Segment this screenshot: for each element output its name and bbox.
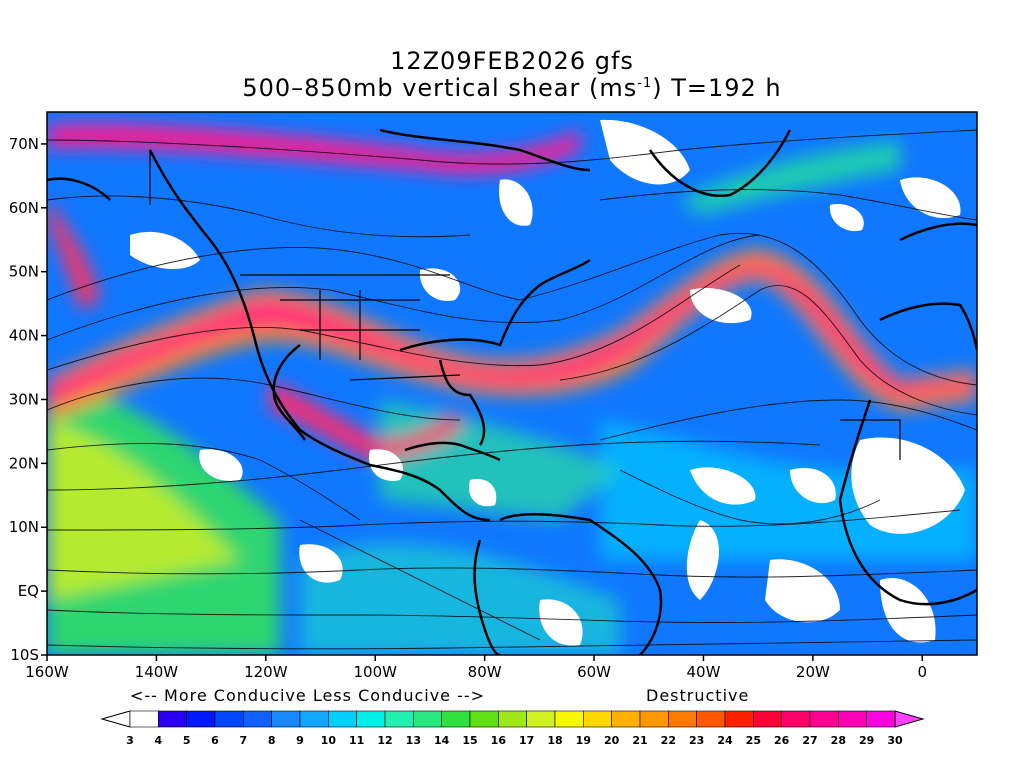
- colorbar-cell: [696, 710, 726, 728]
- colorbar-cell: [271, 710, 301, 728]
- colorbar-cell: [328, 710, 357, 728]
- lat-label: 70N: [9, 135, 39, 153]
- lat-label: EQ: [18, 582, 39, 600]
- colorbar-label: 10: [321, 734, 337, 747]
- lat-label: 10N: [9, 518, 39, 536]
- colorbar-cell: [469, 710, 499, 728]
- latitude-labels: 70N 60N 50N 40N 30N 20N 10N EQ 10S: [9, 135, 39, 664]
- subtitle-unit-exponent: -1: [637, 76, 653, 91]
- colorbar-label: 3: [126, 734, 134, 747]
- lat-label: 10S: [10, 646, 39, 664]
- lon-label: 140W: [135, 663, 179, 681]
- lon-label: 40W: [687, 663, 721, 681]
- low-shear-patches: [130, 119, 965, 646]
- colorbar-label: 24: [717, 734, 733, 747]
- lon-label: 120W: [244, 663, 288, 681]
- colorbar-cell: [554, 710, 584, 728]
- streamlines: [47, 129, 977, 650]
- colorbar-label: 28: [831, 734, 846, 747]
- colorbar-label: 26: [774, 734, 790, 747]
- colorbar-cell: [384, 710, 414, 728]
- colorbar-label: 5: [183, 734, 191, 747]
- colorbar-cells: [100, 710, 925, 728]
- shear-field: [47, 112, 977, 655]
- colorbar-label: 19: [576, 734, 591, 747]
- colorbar-label: 17: [519, 734, 534, 747]
- caption-conducive: <-- More Conducive Less Conducive -->: [130, 686, 486, 705]
- colorbar-cell: [526, 710, 556, 728]
- colorbar-arrow-low: [100, 710, 131, 728]
- colorbar-cell: [639, 710, 669, 728]
- colorbar-label: 15: [462, 734, 477, 747]
- caption-destructive: Destructive: [646, 686, 750, 705]
- colorbar-label: 13: [406, 734, 421, 747]
- colorbar-label: 7: [240, 734, 248, 747]
- colorbar-labels: 3 4 5 6 7 8 9 10 11 12 13 14 15 16 17 18 19 20 21 22 23 24 25 2…: [126, 734, 903, 747]
- colorbar-label: 30: [887, 734, 903, 747]
- coastlines: [47, 128, 977, 655]
- colorbar-cell: [186, 710, 216, 728]
- map-subtitle: 500–850mb vertical shear (ms-1) T=192 h: [0, 74, 1024, 102]
- colorbar-label: 21: [632, 734, 647, 747]
- subtitle-prefix: 500–850mb vertical shear (ms: [242, 74, 638, 102]
- colorbar-label: 27: [802, 734, 817, 747]
- lat-label: 20N: [9, 454, 39, 472]
- colorbar-arrow-high: [894, 710, 925, 728]
- lon-label: 60W: [577, 663, 611, 681]
- subtitle-suffix: ) T=192 h: [652, 74, 782, 102]
- colorbar-cell: [243, 710, 272, 728]
- map-frame: [46, 111, 978, 656]
- colorbar-label: 20: [604, 734, 620, 747]
- colorbar-cell: [299, 710, 329, 728]
- colorbar-cell: [583, 710, 612, 728]
- colorbar-label: 16: [491, 734, 507, 747]
- lat-label: 40N: [9, 327, 39, 345]
- colorbar-cell: [214, 710, 244, 728]
- colorbar-label: 6: [211, 734, 219, 747]
- colorbar-cell: [838, 710, 867, 728]
- colorbar-label: 29: [859, 734, 874, 747]
- lon-label: 80W: [468, 663, 502, 681]
- colorbar-label: 11: [349, 734, 364, 747]
- colorbar-cell: [129, 710, 159, 728]
- lon-label: 160W: [25, 663, 69, 681]
- colorbar-cell: [781, 710, 811, 728]
- colorbar-cell: [809, 710, 839, 728]
- lon-label: 0: [918, 663, 928, 681]
- colorbar-cell: [866, 710, 896, 728]
- longitude-labels: 160W 140W 120W 100W 80W 60W 40W 20W 0: [25, 663, 927, 681]
- lon-label: 100W: [354, 663, 398, 681]
- lat-label: 50N: [9, 263, 39, 281]
- borders: [149, 150, 901, 460]
- colorbar-cell: [356, 710, 386, 728]
- colorbar-label: 8: [268, 734, 276, 747]
- colorbar-cell: [724, 710, 754, 728]
- colorbar-label: 9: [296, 734, 304, 747]
- colorbar-label: 25: [746, 734, 761, 747]
- colorbar-cell: [158, 710, 187, 728]
- colorbar-cell: [753, 710, 782, 728]
- map-title: 12Z09FEB2026 gfs: [390, 47, 634, 75]
- colorbar-cell: [668, 710, 697, 728]
- colorbar-label: 22: [661, 734, 676, 747]
- colorbar-label: 12: [377, 734, 392, 747]
- lat-label: 60N: [9, 199, 39, 217]
- colorbar-label: 4: [155, 734, 163, 747]
- colorbar-label: 23: [689, 734, 704, 747]
- colorbar-label: 14: [434, 734, 450, 747]
- colorbar-cell: [611, 710, 641, 728]
- axis-ticks: [41, 143, 924, 661]
- lat-label: 30N: [9, 390, 39, 408]
- colorbar-cell: [441, 710, 471, 728]
- colorbar-label: 18: [547, 734, 562, 747]
- lon-label: 20W: [796, 663, 830, 681]
- colorbar-cell: [498, 710, 527, 728]
- colorbar-cell: [413, 710, 442, 728]
